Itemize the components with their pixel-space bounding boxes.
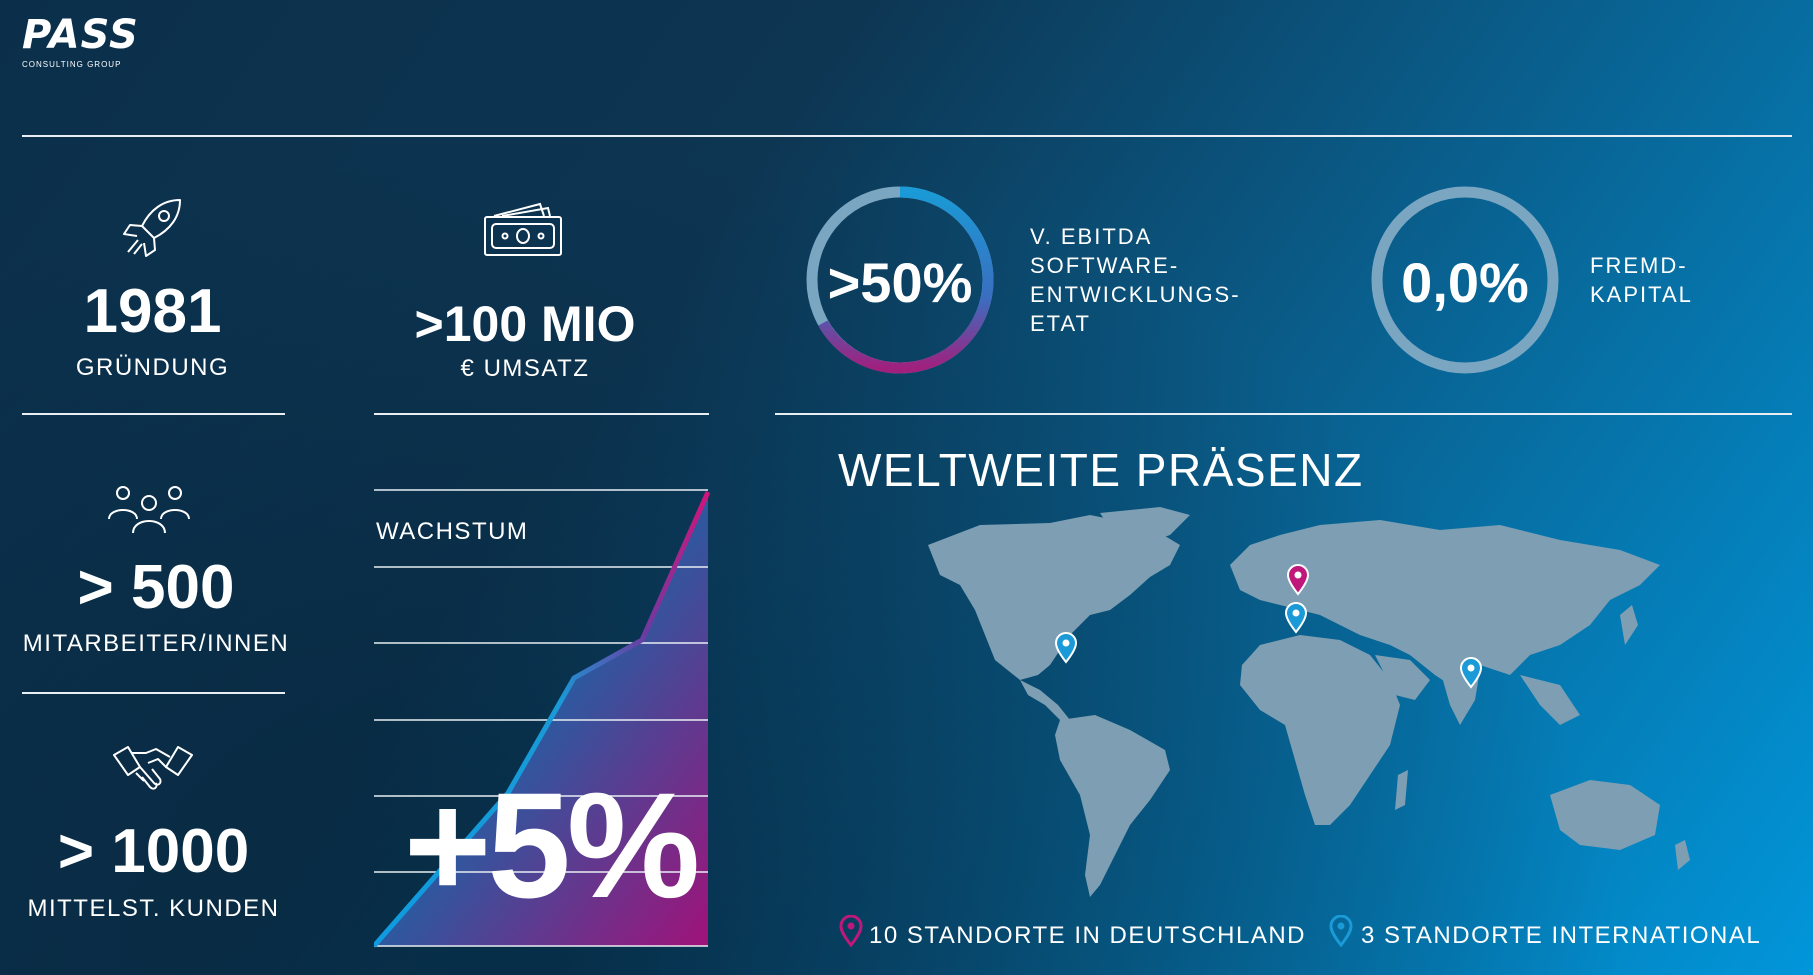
growth-title: WACHSTUM xyxy=(376,518,529,545)
world-map xyxy=(928,507,1690,897)
customers-label: MITTELST. KUNDEN xyxy=(27,895,280,922)
southeast-asia-shape xyxy=(1520,675,1580,725)
fremdkapital-ring-track xyxy=(1371,186,1559,374)
people-icon xyxy=(108,486,190,534)
arabia-shape xyxy=(1375,655,1430,700)
map-pin-india xyxy=(1459,657,1483,689)
map-pin-usa xyxy=(1054,632,1078,664)
ebitda-label: V. EBITDA SOFTWARE- ENTWICKLUNGS- ETAT xyxy=(1030,222,1241,338)
africa-shape xyxy=(1240,635,1400,825)
fremdkapital-ring xyxy=(1371,186,1559,374)
fremdkapital-label-line: KAPITAL xyxy=(1590,282,1693,307)
divider-founded xyxy=(22,413,285,415)
legend-pin-international-icon xyxy=(1329,915,1353,947)
ebitda-label-line: ETAT xyxy=(1030,311,1091,336)
growth-value: +5% xyxy=(403,761,700,929)
north-america-shape xyxy=(928,515,1180,680)
top-divider xyxy=(22,135,1792,137)
rocket-icon xyxy=(123,199,181,257)
australia-shape xyxy=(1550,780,1660,850)
ebitda-label-line: V. EBITDA xyxy=(1030,224,1153,249)
employees-label: MITARBEITER/INNEN xyxy=(22,630,290,657)
japan-shape xyxy=(1620,605,1638,645)
ebitda-label-line: ENTWICKLUNGS- xyxy=(1030,282,1241,307)
revenue-label: € UMSATZ xyxy=(460,355,590,382)
map-pin-europe xyxy=(1284,602,1308,634)
uk-shape xyxy=(1250,567,1265,595)
madagascar-shape xyxy=(1395,770,1408,810)
logo-tagline: CONSULTING GROUP xyxy=(22,60,122,69)
employees-value: > 500 xyxy=(77,553,235,622)
south-america-shape xyxy=(1055,715,1170,897)
money-icon xyxy=(484,202,562,256)
greenland-shape xyxy=(1100,507,1190,545)
growth-area xyxy=(374,492,708,946)
growth-line xyxy=(374,490,710,948)
customers-value: > 1000 xyxy=(57,817,250,886)
handshake-icon xyxy=(113,746,193,790)
founded-value: 1981 xyxy=(83,277,222,346)
divider-revenue xyxy=(374,413,709,415)
divider-rings xyxy=(775,413,1792,415)
ebitda-ring xyxy=(806,186,994,374)
legend-germany: 10 STANDORTE IN DEUTSCHLAND xyxy=(869,922,1307,949)
ebitda-ring-fill xyxy=(818,186,994,374)
growth-chart xyxy=(374,489,710,948)
legend-international: 3 STANDORTE INTERNATIONAL xyxy=(1361,922,1762,949)
revenue-value: >100 MIO xyxy=(414,296,636,352)
central-america-shape xyxy=(1020,680,1070,720)
divider-employees xyxy=(22,692,285,694)
map-pin-germany xyxy=(1286,564,1310,596)
founded-label: GRÜNDUNG xyxy=(75,354,230,381)
new-zealand-shape xyxy=(1675,840,1690,870)
legend-pin-germany-icon xyxy=(839,915,863,947)
world-title: WELTWEITE PRÄSENZ xyxy=(838,444,1364,496)
europe-asia-shape xyxy=(1230,520,1660,685)
company-logo: PASS xyxy=(22,12,139,58)
ebitda-label-line: SOFTWARE- xyxy=(1030,253,1180,278)
ebitda-value: >50% xyxy=(827,251,973,314)
fremdkapital-value: 0,0% xyxy=(1401,251,1529,314)
fremdkapital-label-line: FREMD- xyxy=(1590,253,1688,278)
fremdkapital-label: FREMD- KAPITAL xyxy=(1590,251,1693,309)
